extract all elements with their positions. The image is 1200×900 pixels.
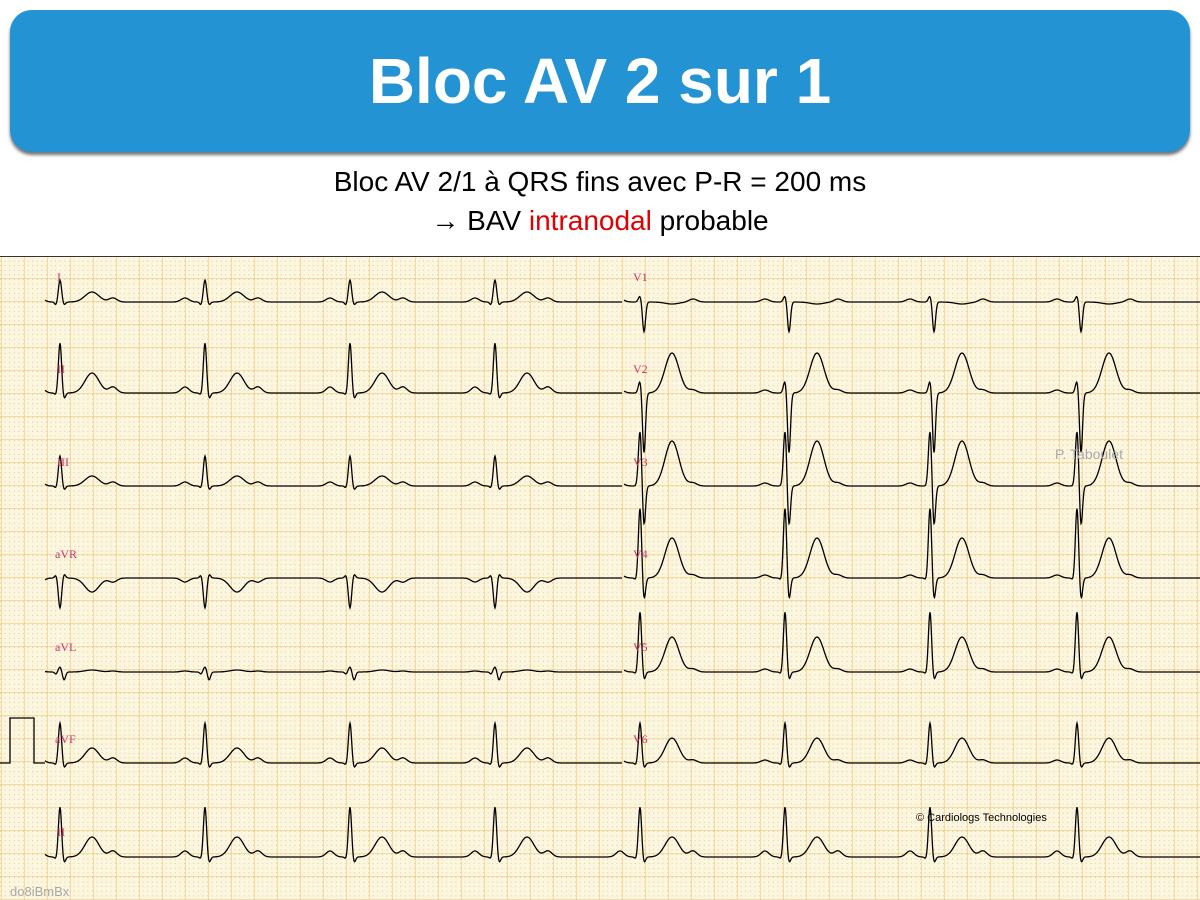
ecg-trace-V4 [623, 508, 1200, 599]
subtitle-line-2: → BAV intranodal probable [0, 205, 1200, 237]
lead-label: III [57, 455, 69, 469]
lead-label: V1 [633, 270, 648, 284]
record-id: do8iBmBx [10, 884, 70, 899]
subtitle-line-1: Bloc AV 2/1 à QRS fins avec P-R = 200 ms [333, 166, 867, 197]
slide-title: Bloc AV 2 sur 1 [368, 45, 832, 117]
ecg-trace-II [44, 343, 622, 399]
arrow-icon: → [431, 205, 460, 236]
lead-label: V6 [633, 732, 648, 746]
ecg-trace-V6 [623, 720, 1200, 768]
ecg-trace-aVL [44, 666, 622, 681]
lead-label: aVF [55, 732, 76, 746]
ecg-trace-aVF [44, 720, 622, 768]
author-watermark: P. Taboulet [1055, 446, 1123, 462]
lead-label: I [57, 270, 61, 284]
lead-label: aVR [55, 547, 77, 561]
ecg-trace-V3 [623, 431, 1200, 526]
title-banner: Bloc AV 2 sur 1 [10, 10, 1190, 152]
calibration-pulse [0, 717, 45, 764]
subtitle-highlight: intranodal [528, 205, 652, 236]
lead-label: V3 [633, 455, 648, 469]
ecg-trace-V5 [623, 612, 1200, 680]
ecg-trace-III [44, 454, 622, 490]
ecg-trace-V1 [623, 295, 1200, 334]
subtitle-text: probable [659, 205, 769, 236]
copyright-text: © Cardiologs Technologies [916, 812, 1047, 824]
subtitle-text: BAV [467, 205, 522, 236]
lead-label: II [57, 362, 65, 376]
ecg-trace-I [44, 278, 622, 306]
ecg-trace-rhythm-II [44, 807, 1200, 863]
ecg-trace-aVR [44, 574, 622, 611]
ecg-trace-V2 [623, 352, 1200, 453]
lead-label: II [57, 825, 65, 839]
ecg-tracing [0, 256, 1200, 900]
lead-label: V5 [633, 640, 648, 654]
lead-label: aVL [55, 640, 77, 654]
lead-label: V2 [633, 362, 648, 376]
lead-label: V4 [633, 547, 648, 561]
